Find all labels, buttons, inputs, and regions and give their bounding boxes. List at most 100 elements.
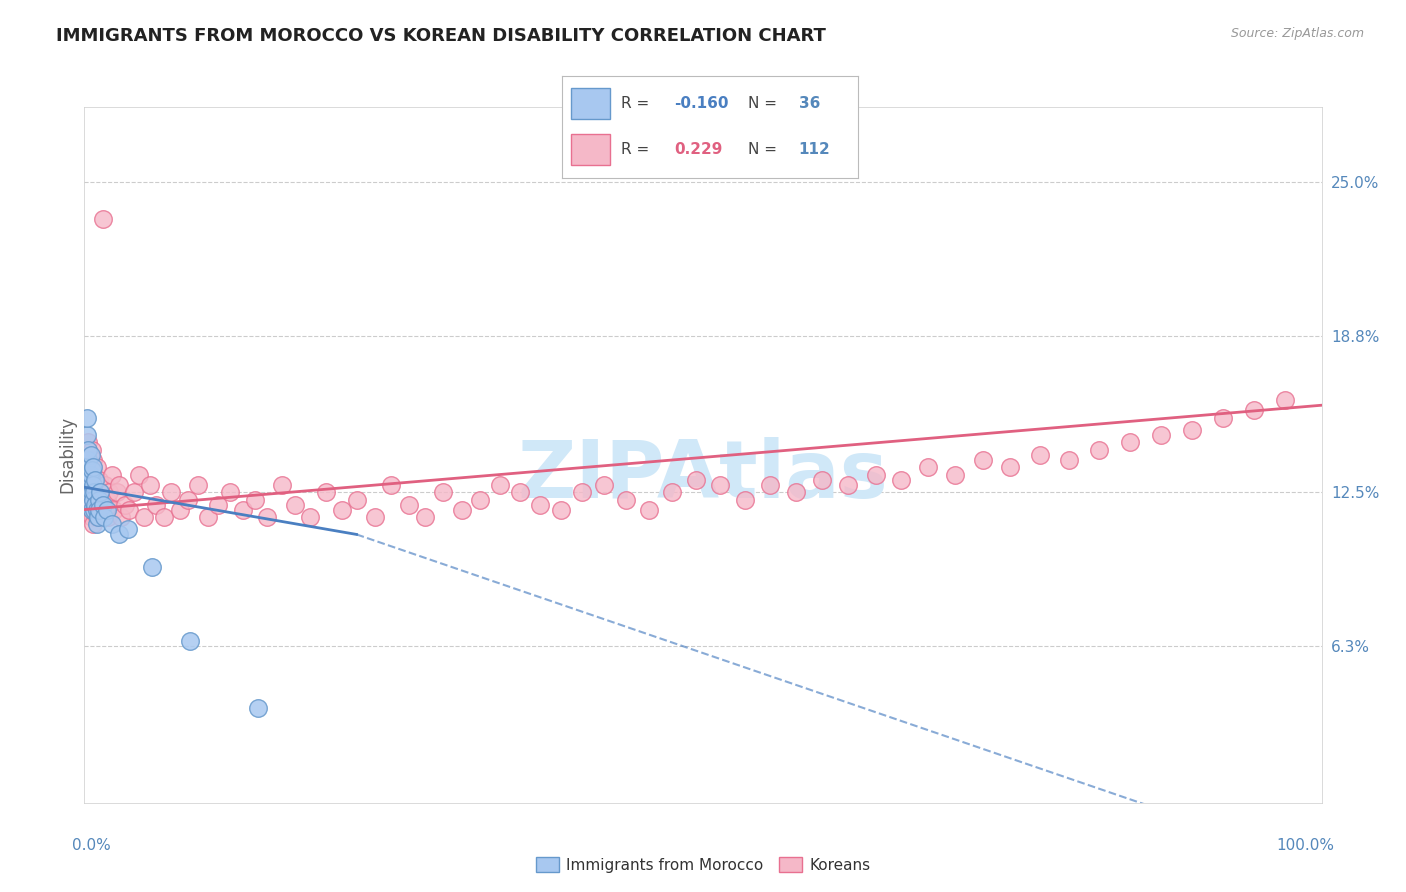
Point [1088,442,1111,457]
Point [1181,423,1204,437]
Text: R =: R = [621,96,650,111]
Point [177,492,200,507]
Point [284,498,307,512]
Point [256,510,278,524]
Point [122,485,145,500]
Point [98,485,121,500]
Point [77,453,100,467]
Point [380,477,402,491]
Point [84,502,107,516]
Point [103,502,125,516]
Point [637,502,659,516]
Point [76,410,98,425]
Point [972,453,994,467]
Point [86,510,108,524]
Point [571,485,593,500]
Point [197,510,219,524]
Point [96,492,118,507]
Point [529,498,551,512]
Text: IMMIGRANTS FROM MOROCCO VS KOREAN DISABILITY CORRELATION CHART: IMMIGRANTS FROM MOROCCO VS KOREAN DISABI… [56,27,827,45]
Point [97,510,120,524]
Point [83,485,105,500]
Point [271,477,294,491]
Point [79,467,101,482]
Point [108,527,131,541]
Point [141,559,163,574]
Point [152,510,174,524]
Point [86,460,108,475]
Point [785,485,807,500]
Point [108,477,131,491]
Point [998,460,1021,475]
Point [509,485,531,500]
Text: Source: ZipAtlas.com: Source: ZipAtlas.com [1230,27,1364,40]
Point [87,510,110,524]
Point [82,477,104,491]
Point [187,477,209,491]
Point [1028,448,1050,462]
Point [1057,453,1080,467]
Point [82,453,104,467]
Point [83,485,105,500]
Point [80,463,103,477]
Point [759,477,782,491]
Point [1150,428,1173,442]
Point [1274,393,1296,408]
Point [432,485,454,500]
Point [1243,403,1265,417]
Point [86,502,108,516]
Point [84,473,107,487]
Point [93,510,115,524]
Point [132,510,155,524]
Point [89,502,111,516]
Point [77,442,100,457]
Point [243,492,266,507]
Point [413,510,436,524]
Point [76,485,98,500]
Point [93,502,115,516]
Point [89,502,111,516]
Text: N =: N = [748,96,778,111]
Point [84,477,107,491]
Point [945,467,967,482]
Point [917,460,939,475]
Point [346,492,368,507]
Point [685,473,707,487]
Point [810,473,832,487]
Point [110,510,132,524]
Point [128,467,150,482]
Point [1119,435,1142,450]
Point [105,485,128,500]
Point [86,517,108,532]
Point [79,473,101,487]
Point [77,502,100,516]
Point [77,435,100,450]
Point [890,473,912,487]
Point [1212,410,1234,425]
Point [145,498,167,512]
Point [80,442,103,457]
Point [614,492,637,507]
Point [82,492,104,507]
Point [118,502,141,516]
Point [470,492,492,507]
Point [169,502,191,516]
Text: N =: N = [748,142,778,157]
Point [77,477,100,491]
Text: -0.160: -0.160 [675,96,730,111]
Point [219,485,242,500]
Point [450,502,472,516]
Point [80,485,103,500]
Point [179,634,201,648]
Point [734,492,756,507]
Point [79,492,101,507]
Point [80,510,103,524]
Point [79,502,101,516]
Point [83,502,105,516]
Point [593,477,616,491]
Text: ZIPAtlas: ZIPAtlas [517,437,889,515]
Point [298,510,321,524]
Point [114,498,136,512]
Text: 0.229: 0.229 [675,142,723,157]
Point [83,467,105,482]
